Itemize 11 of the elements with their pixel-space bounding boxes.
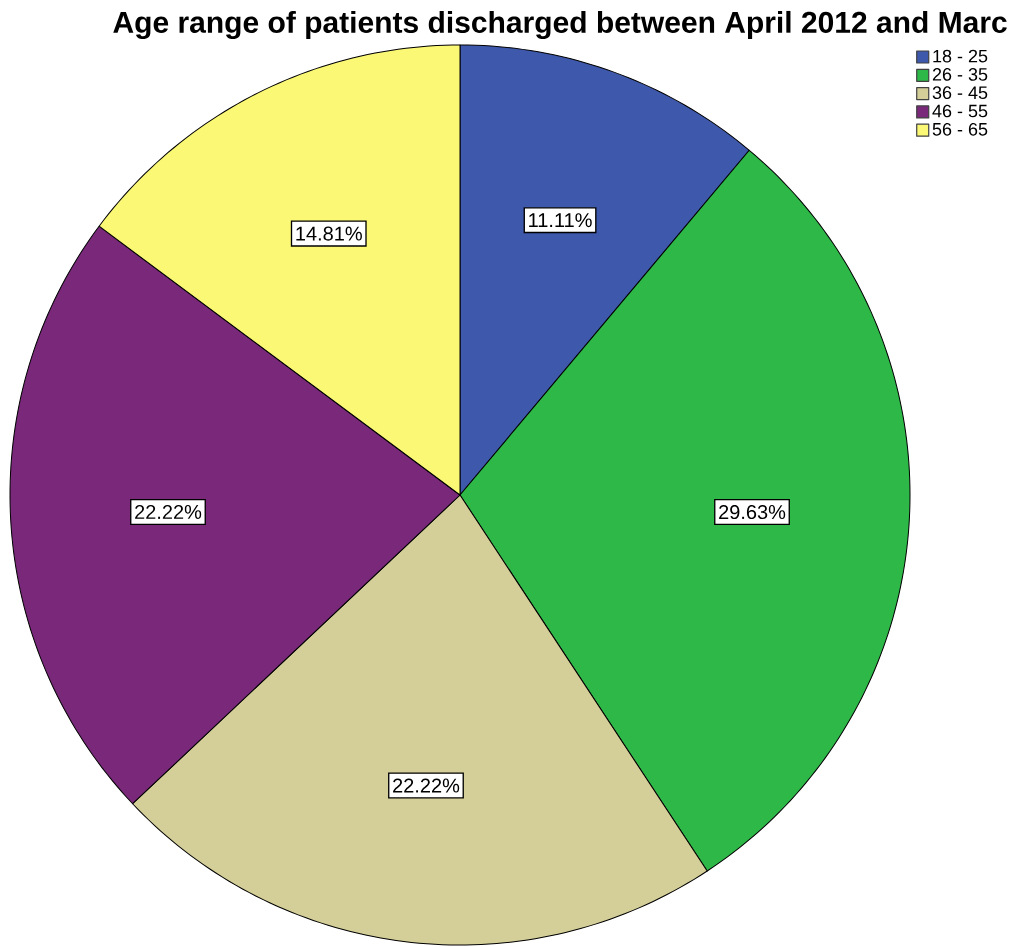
data-label: 22.22% [393, 778, 460, 793]
data-label: 11.11% [529, 213, 592, 228]
legend-label: 36 - 45 [932, 86, 988, 100]
legend-label: 26 - 35 [932, 68, 988, 81]
data-label: 22.22% [135, 504, 202, 519]
legend-label: 46 - 55 [932, 104, 988, 118]
legend-label: 56 - 65 [932, 122, 988, 136]
legend-label: 18 - 25 [933, 49, 988, 63]
chart-title: Age range of patients discharged between April 2012 and Marc [113, 10, 1007, 40]
data-label: 14.81% [296, 226, 362, 241]
data-label: 29.63% [719, 504, 786, 520]
